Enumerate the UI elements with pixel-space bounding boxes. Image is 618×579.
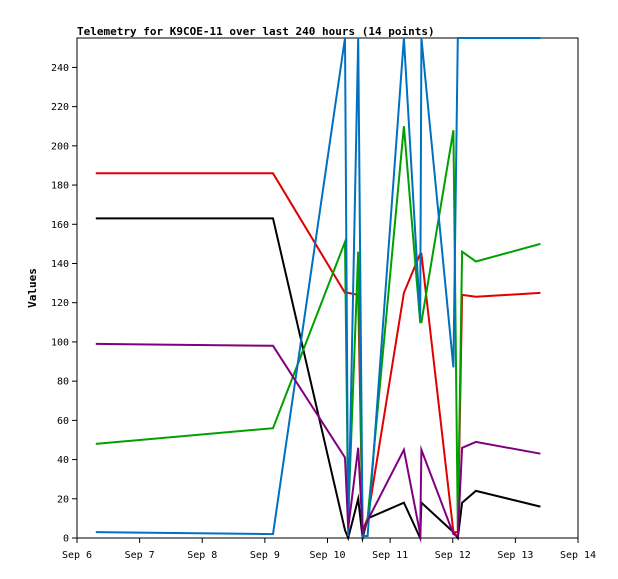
series-line-3: [95, 126, 541, 541]
x-tick-label: Sep 7: [125, 550, 155, 561]
x-axis: Sep 6 Sep 7 Sep 8 Sep 9 Sep 10 Sep 11 Sep 12 Se…: [62, 538, 596, 561]
x-tick-label: Sep 12: [435, 550, 471, 561]
series-line-1: [95, 217, 541, 544]
x-tick-label: Sep 10: [309, 550, 345, 561]
y-tick-label: 100: [51, 337, 69, 348]
y-tick-label: 120: [51, 298, 69, 309]
y-tick-label: 160: [51, 220, 69, 231]
series-group: [95, 37, 541, 544]
y-tick-label: 40: [57, 455, 69, 466]
x-tick-label: Sep 6: [62, 550, 92, 561]
y-axis: 0 20 40 60 80 100 120 140 160 180 200 220 240: [51, 63, 77, 545]
y-tick-label: 140: [51, 259, 69, 270]
x-tick-label: Sep 14: [560, 550, 596, 561]
y-axis-label: Values: [26, 268, 39, 308]
series-line-4: [95, 37, 541, 537]
y-tick-label: 20: [57, 494, 69, 505]
y-tick-label: 240: [51, 63, 69, 74]
x-tick-label: Sep 11: [372, 550, 408, 561]
x-tick-label: Sep 13: [497, 550, 533, 561]
series-line-5: [95, 342, 541, 544]
y-tick-label: 180: [51, 181, 69, 192]
y-tick-label: 200: [51, 141, 69, 152]
y-tick-label: 220: [51, 102, 69, 113]
chart-title: Telemetry for K9COE-11 over last 240 hou…: [77, 25, 435, 38]
y-tick-label: 0: [63, 534, 69, 545]
x-tick-label: Sep 9: [250, 550, 280, 561]
y-tick-label: 60: [57, 416, 69, 427]
x-tick-label: Sep 8: [187, 550, 217, 561]
y-tick-label: 80: [57, 377, 69, 388]
